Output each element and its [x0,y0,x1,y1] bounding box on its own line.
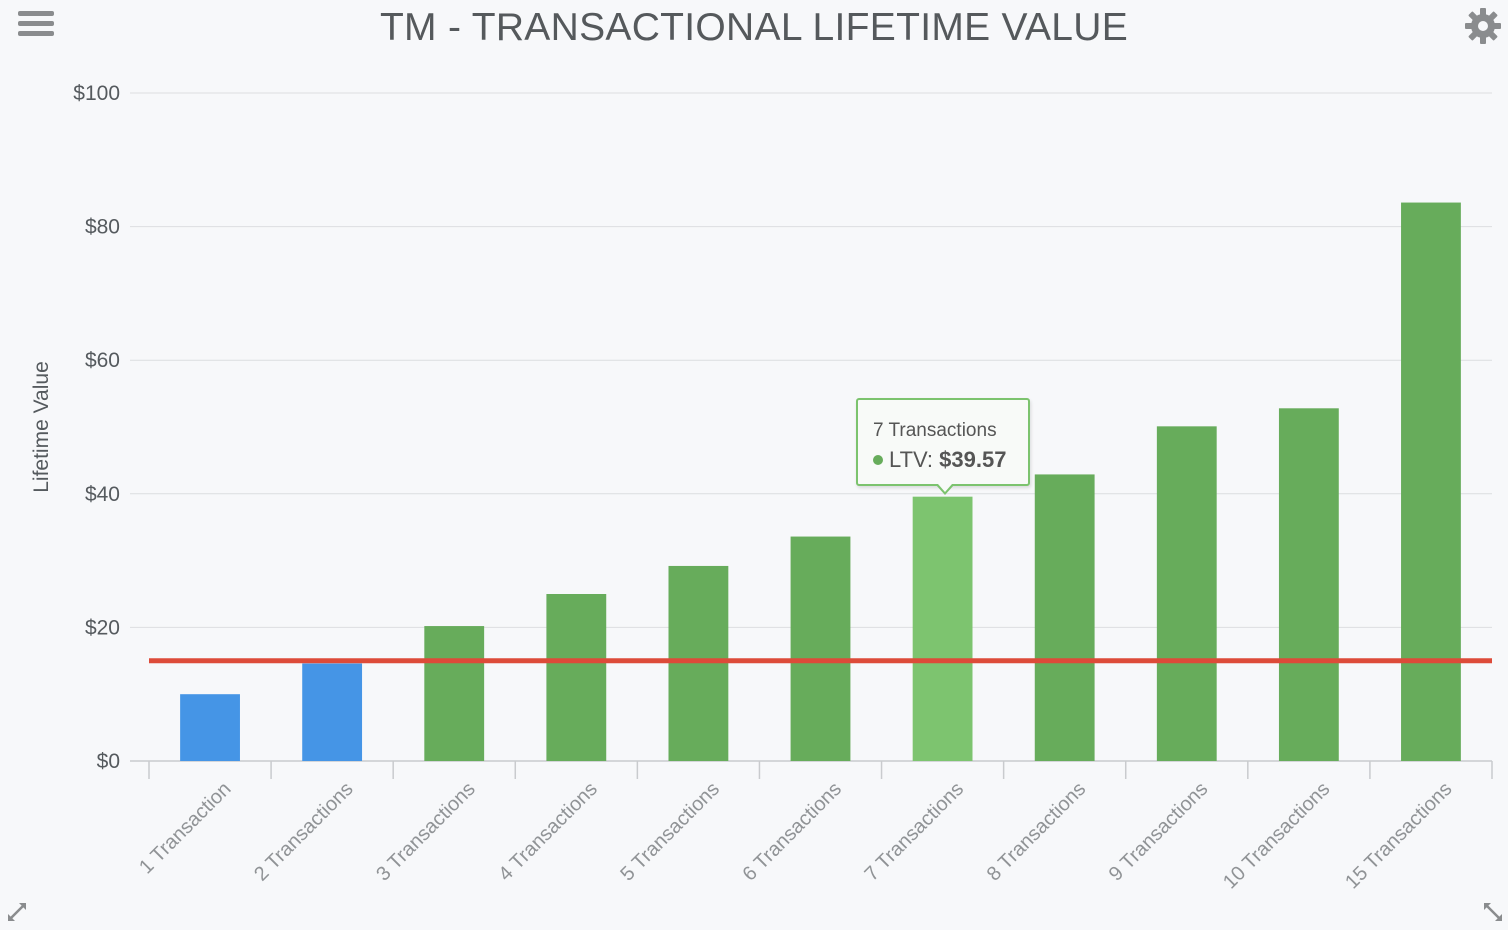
x-tick-label: 3 Transactions [372,778,480,886]
tooltip-series-label: LTV: [889,447,934,472]
x-tick-label: 10 Transactions [1219,778,1334,893]
y-axis-label: Lifetime Value [30,361,53,493]
x-tick-label: 5 Transactions [616,778,724,886]
bar [546,594,607,761]
tooltip-value-line: LTV: $39.57 [873,447,1006,473]
bar [912,496,973,761]
bar [668,565,729,761]
x-tick-label: 1 Transaction [135,778,235,878]
y-tick-label: $0 [97,750,120,773]
x-tick-label: 4 Transactions [494,778,602,886]
bar [790,536,851,761]
bar [1278,408,1339,761]
series-dot-icon [873,455,883,465]
expand-arrows-icon[interactable] [6,901,28,923]
y-tick-label: $20 [85,616,120,639]
bar [302,663,363,761]
y-tick-label: $80 [85,216,120,239]
tooltip-pointer-fill [938,484,952,492]
tooltip-value: $39.57 [939,447,1007,472]
gear-icon[interactable] [1464,7,1502,45]
chart-tooltip: 7 Transactions LTV: $39.57 [856,398,1030,486]
x-tick-label: 6 Transactions [739,778,847,886]
x-tick-label: 2 Transactions [250,778,358,886]
tooltip-category: 7 Transactions [873,420,997,441]
resize-arrows-icon[interactable] [1482,901,1504,923]
x-tick-label: 15 Transactions [1341,778,1456,893]
x-tick-label: 8 Transactions [983,778,1091,886]
bar [1156,426,1217,761]
bar [1401,202,1461,761]
bar [424,626,485,761]
x-tick-label: 7 Transactions [861,778,969,886]
x-tick-label: 9 Transactions [1105,778,1213,886]
y-tick-label: $60 [85,349,120,372]
bar [1034,474,1095,761]
y-tick-label: $100 [73,82,120,105]
chart-title: TM - TRANSACTIONAL LIFETIME VALUE [379,6,1129,49]
y-tick-label: $40 [85,483,120,506]
bar [180,694,240,761]
hamburger-menu-icon[interactable] [18,11,54,39]
